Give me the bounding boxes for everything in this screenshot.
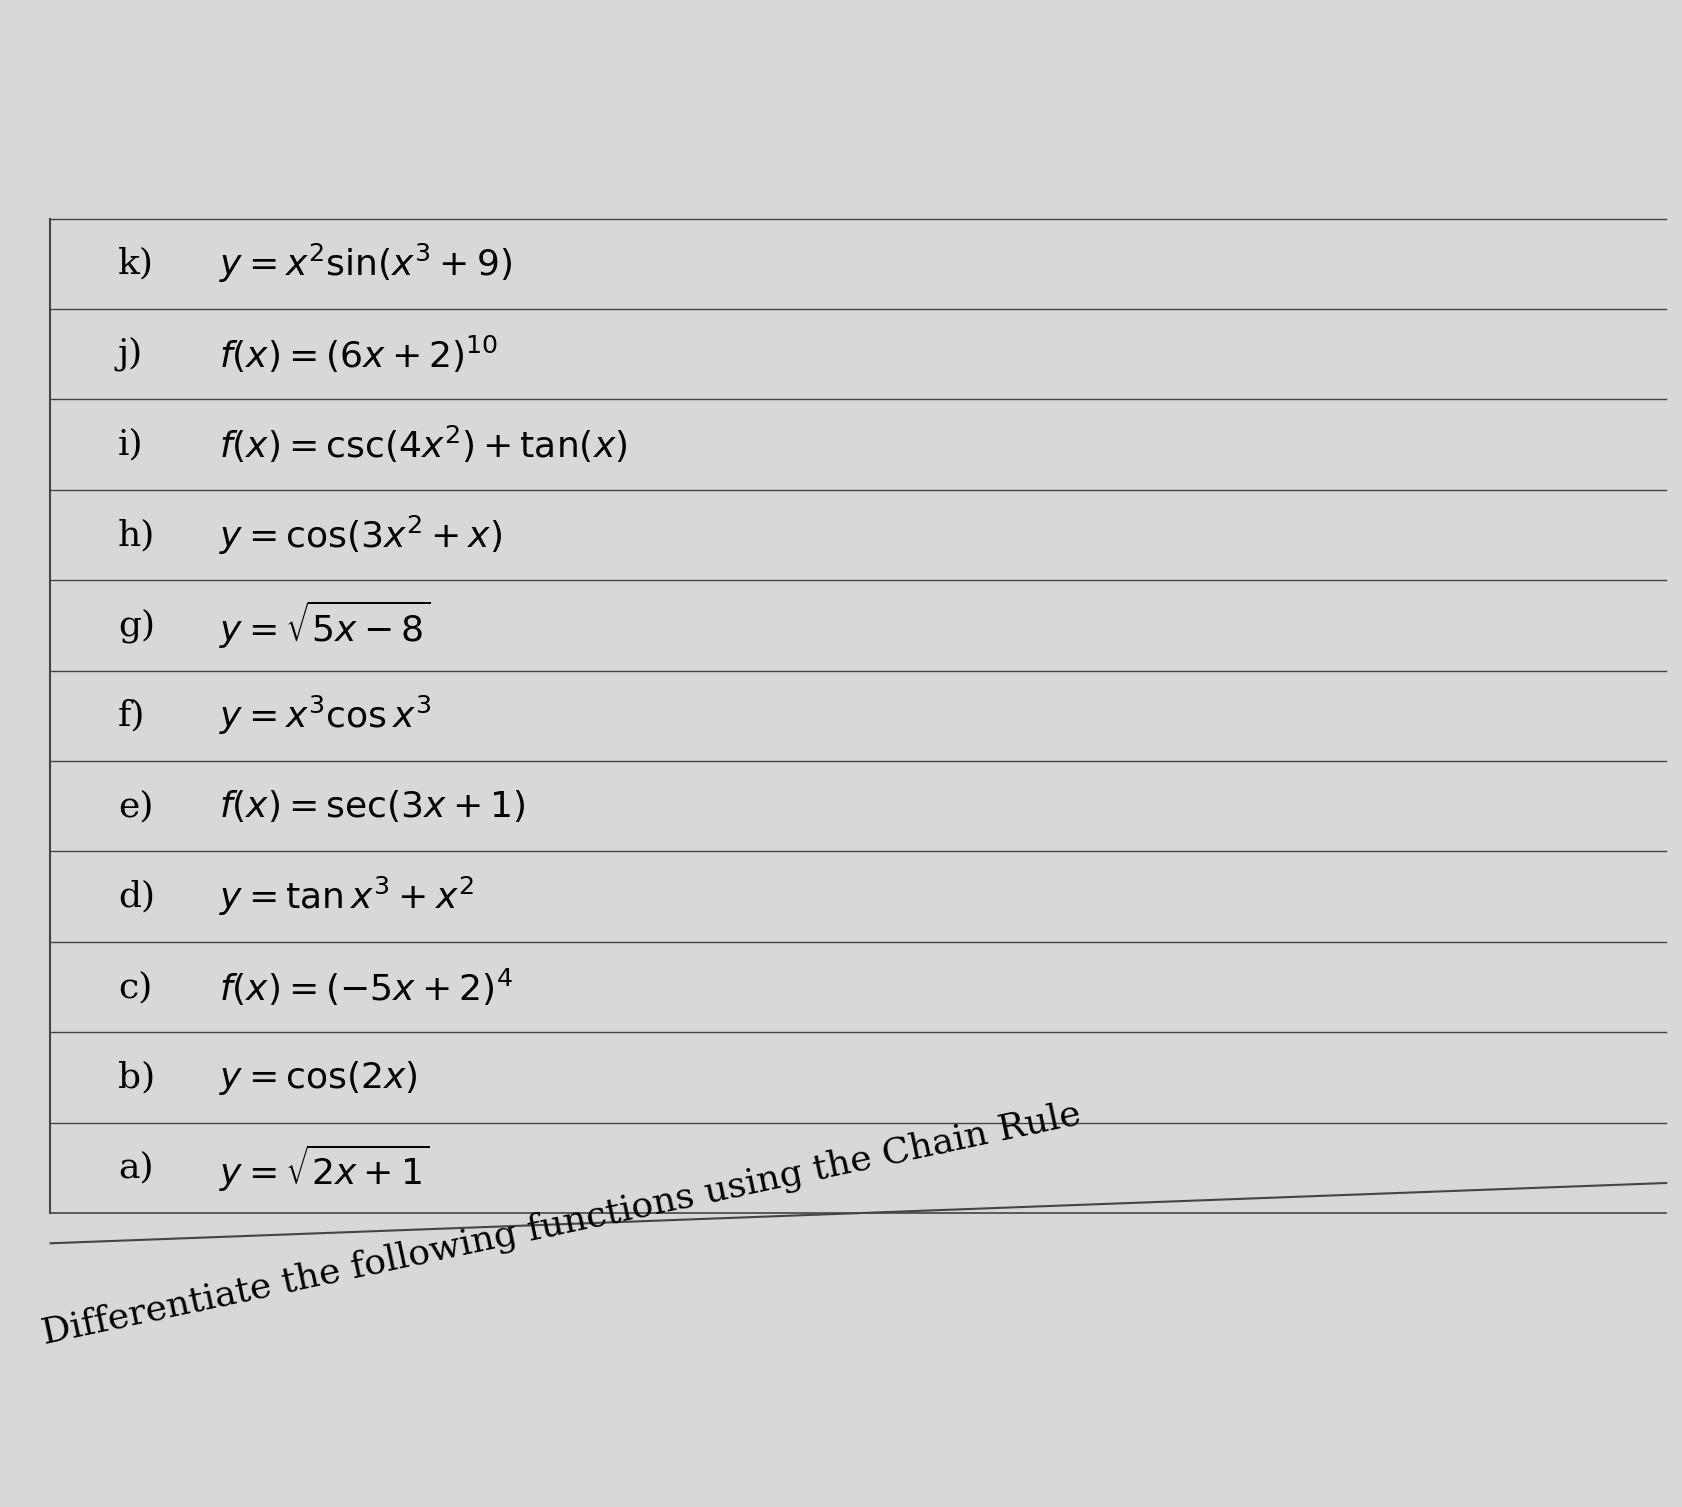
- Text: d): d): [118, 880, 155, 913]
- Text: $y = x^2\sin(x^3+9)$: $y = x^2\sin(x^3+9)$: [219, 243, 511, 285]
- Text: e): e): [118, 790, 153, 823]
- Text: j): j): [118, 338, 143, 371]
- Text: $f(x) = (6x+2)^{10}$: $f(x) = (6x+2)^{10}$: [219, 333, 498, 375]
- Text: $y = \sqrt{2x+1}$: $y = \sqrt{2x+1}$: [219, 1142, 429, 1194]
- Text: a): a): [118, 1151, 153, 1185]
- Text: $y = \sqrt{5x-8}$: $y = \sqrt{5x-8}$: [219, 600, 429, 651]
- Text: k): k): [118, 247, 153, 280]
- Text: $y = \tan x^3 + x^2$: $y = \tan x^3 + x^2$: [219, 876, 473, 918]
- Text: g): g): [118, 609, 155, 642]
- Text: $f(x) = \sec(3x+1)$: $f(x) = \sec(3x+1)$: [219, 788, 525, 824]
- Text: Differentiate the following functions using the Chain Rule: Differentiate the following functions us…: [39, 1096, 1083, 1350]
- Text: $f(x) = \csc(4x^2) + \tan(x)$: $f(x) = \csc(4x^2) + \tan(x)$: [219, 423, 627, 466]
- Text: h): h): [118, 518, 155, 552]
- Text: $y = \cos(2x)$: $y = \cos(2x)$: [219, 1058, 417, 1097]
- Text: $f(x) = (-5x+2)^4$: $f(x) = (-5x+2)^4$: [219, 966, 513, 1008]
- Text: $y = \cos(3x^2+x)$: $y = \cos(3x^2+x)$: [219, 514, 501, 556]
- Text: i): i): [118, 428, 143, 461]
- Text: f): f): [118, 699, 145, 732]
- Text: b): b): [118, 1061, 155, 1094]
- Text: $y = x^3\cos x^3$: $y = x^3\cos x^3$: [219, 695, 431, 737]
- Text: c): c): [118, 971, 151, 1004]
